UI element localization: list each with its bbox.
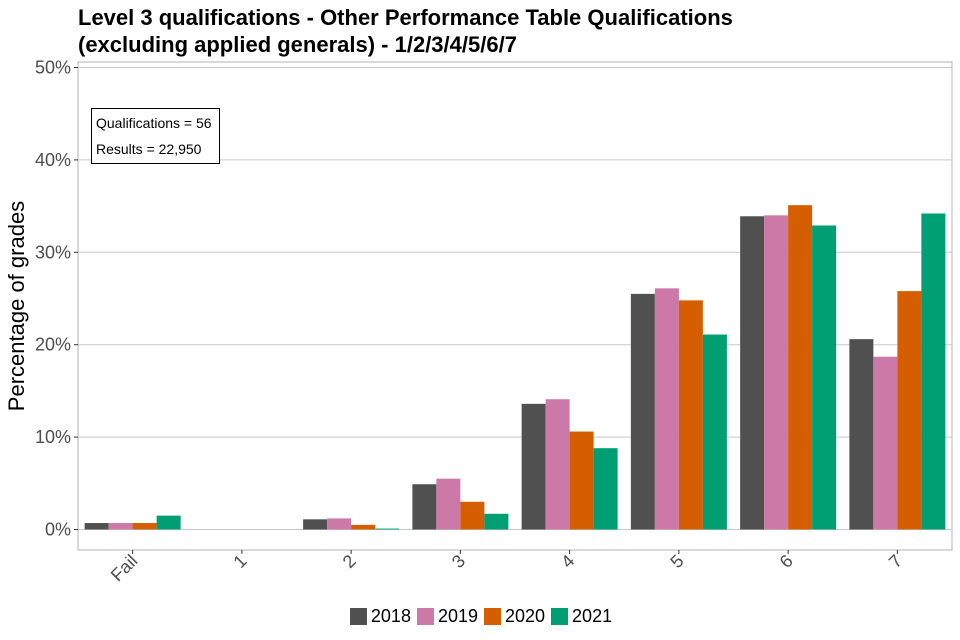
x-tick-label: 1 — [229, 551, 250, 572]
bar-2019-Fail — [108, 523, 133, 530]
legend: 2018 2019 2020 2021 — [0, 606, 960, 627]
x-tick-label: Fail — [107, 551, 142, 586]
bar-2018-6 — [740, 216, 765, 530]
bar-2021-4 — [593, 448, 618, 530]
bar-2021-6 — [812, 225, 837, 530]
legend-label: 2021 — [572, 606, 613, 626]
bar-2020-3 — [460, 501, 485, 530]
legend-label: 2020 — [505, 606, 546, 626]
bar-2019-7 — [873, 356, 898, 530]
bar-2021-Fail — [156, 515, 181, 530]
x-tick-label: 3 — [448, 551, 469, 572]
y-tick-label: 30% — [35, 242, 71, 262]
bar-2021-2 — [375, 528, 400, 530]
bar-2020-7 — [897, 291, 922, 530]
bar-2020-2 — [351, 524, 376, 530]
y-tick-label: 20% — [35, 335, 71, 355]
bar-2018-3 — [412, 484, 437, 530]
legend-swatch — [551, 608, 569, 625]
bar-2018-7 — [849, 339, 874, 530]
legend-item-2019: 2019 — [415, 606, 478, 627]
y-tick-label: 0% — [45, 520, 71, 540]
bar-2021-3 — [484, 513, 509, 530]
bars — [84, 205, 946, 530]
bar-2020-6 — [788, 205, 813, 530]
chart-title-line-1: Level 3 qualifications - Other Performan… — [78, 5, 733, 30]
results-count: Results = 22,950 — [96, 141, 202, 157]
qualifications-count: Qualifications = 56 — [96, 115, 212, 131]
bar-2021-7 — [921, 213, 946, 530]
bar-2018-4 — [521, 403, 546, 530]
bar-2020-Fail — [132, 523, 157, 530]
x-tick-label: 4 — [557, 551, 578, 572]
y-tick-label: 10% — [35, 427, 71, 447]
summary-annotation: Qualifications = 56 Results = 22,950 — [91, 108, 220, 164]
y-tick-label: 50% — [35, 58, 71, 78]
bar-2018-2 — [303, 519, 328, 530]
legend-item-2018: 2018 — [348, 606, 411, 627]
x-tick-label: 5 — [666, 551, 687, 572]
legend-item-2020: 2020 — [482, 606, 545, 627]
legend-swatch — [416, 608, 434, 625]
bar-2019-3 — [436, 478, 461, 530]
bar-2021-5 — [702, 334, 727, 530]
chart-title-line-2: (excluding applied generals) - 1/2/3/4/5… — [78, 32, 517, 57]
bar-2019-5 — [654, 288, 679, 530]
x-tick-label: 7 — [885, 551, 906, 572]
x-axis-ticks: Fail 1 2 3 4 5 6 7 — [107, 550, 906, 585]
bar-2018-5 — [630, 293, 655, 530]
y-tick-label: 40% — [35, 150, 71, 170]
y-axis-ticks: 0% 10% 20% 30% 40% 50% — [35, 58, 78, 540]
chart-title: Level 3 qualifications - Other Performan… — [78, 4, 733, 58]
legend-item-2021: 2021 — [549, 606, 612, 627]
bar-chart: 0% 10% 20% 30% 40% 50% Fail 1 2 3 4 5 6 7 Percentage… — [4, 58, 953, 585]
x-tick-label: 2 — [339, 551, 360, 572]
y-axis-label: Percentage of grades — [4, 201, 29, 411]
bar-2019-6 — [764, 215, 789, 530]
legend-label: 2019 — [437, 606, 478, 626]
bar-2018-Fail — [84, 523, 109, 530]
bar-2020-4 — [569, 431, 594, 530]
legend-swatch — [349, 608, 367, 625]
legend-swatch — [484, 608, 501, 625]
x-tick-label: 6 — [776, 551, 797, 572]
legend-label: 2018 — [370, 606, 411, 626]
bar-2019-2 — [327, 518, 352, 530]
bar-2019-4 — [545, 399, 570, 530]
bar-2020-5 — [678, 300, 703, 530]
